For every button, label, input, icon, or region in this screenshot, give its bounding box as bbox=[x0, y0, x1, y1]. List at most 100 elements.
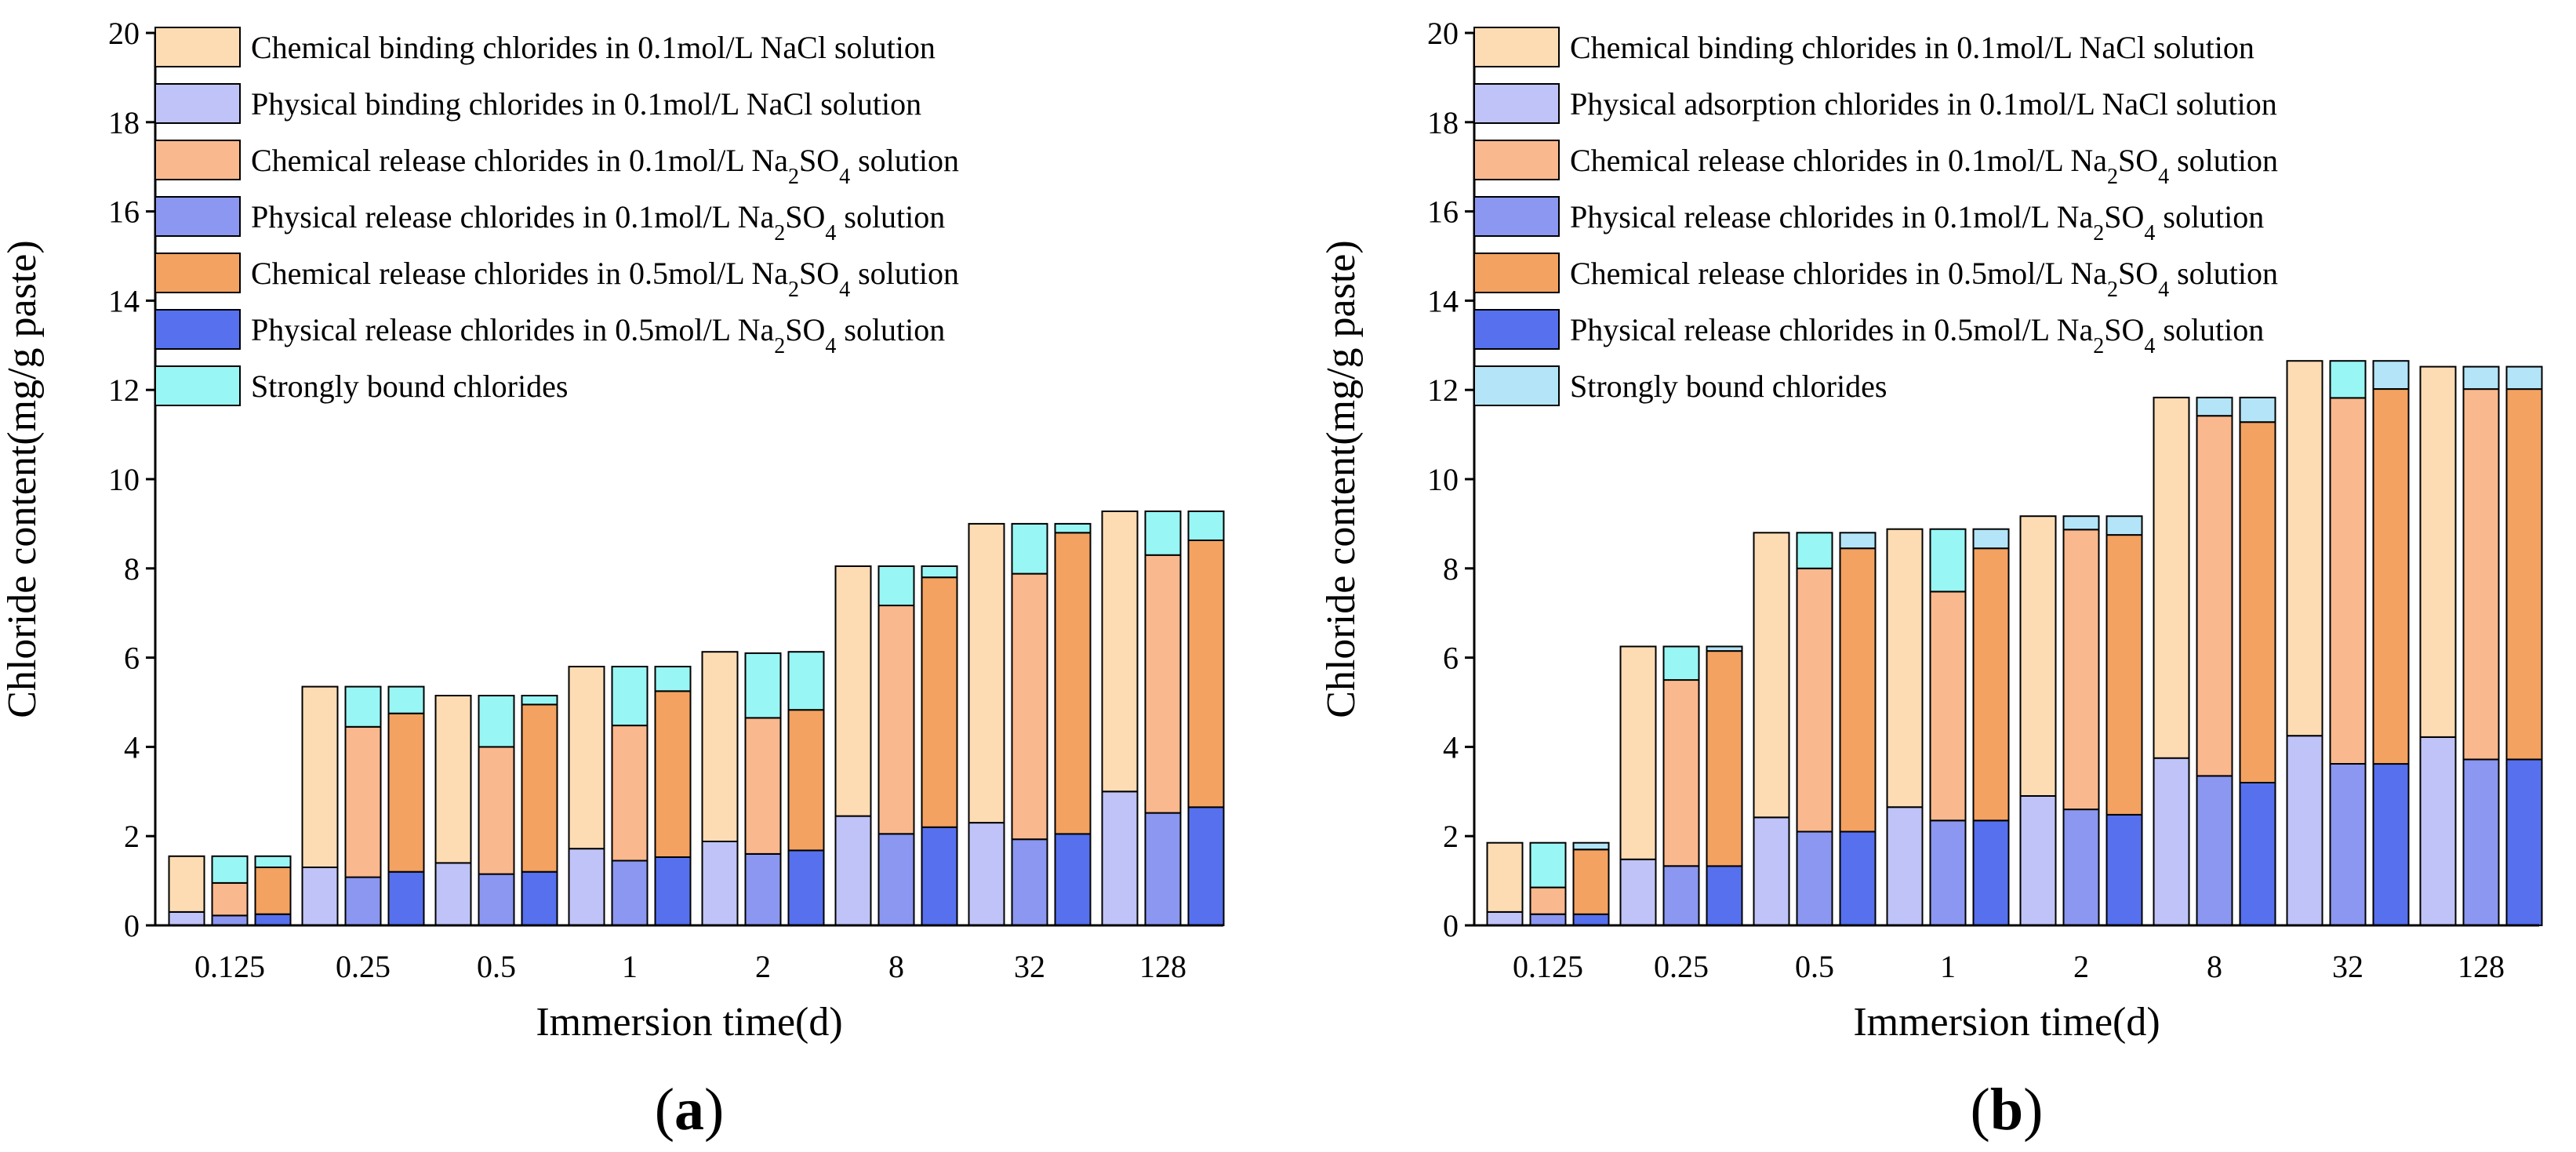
y-tick-label: 16 bbox=[108, 194, 140, 230]
x-tick-label: 0.25 bbox=[336, 949, 391, 984]
x-tick-label: 32 bbox=[2332, 949, 2363, 984]
bar-segment-a-0.125-2-1 bbox=[211, 914, 249, 926]
bar-segment-a-2-3-1 bbox=[787, 849, 825, 927]
bar-segment-b-2-1-2 bbox=[2019, 515, 2057, 797]
legend-label: Physical adsorption chlorides in 0.1mol/… bbox=[1570, 86, 2277, 122]
y-tick-label: 4 bbox=[1443, 729, 1459, 765]
bar-segment-b-8-2-2 bbox=[2196, 415, 2233, 777]
y-tick-label: 0 bbox=[1443, 908, 1459, 943]
bar-segment-a-0.25-2-3 bbox=[344, 685, 382, 728]
bar-segment-b-0.25-3-1 bbox=[1706, 865, 1743, 927]
y-tick-label: 16 bbox=[1427, 194, 1459, 230]
x-tick-label: 0.5 bbox=[1795, 949, 1834, 984]
bar-segment-a-0.25-3-3 bbox=[387, 685, 425, 714]
bar-segment-b-0.125-1-1 bbox=[1486, 910, 1524, 927]
legend-swatch bbox=[154, 27, 241, 67]
bar-segment-a-0.25-2-1 bbox=[344, 876, 382, 926]
y-axis-title: Chloride content(mg/g paste) bbox=[0, 240, 45, 718]
bar-segment-b-0.5-1-1 bbox=[1753, 816, 1790, 927]
y-tick-label: 12 bbox=[108, 372, 140, 408]
bar-segment-b-128-3-2 bbox=[2505, 388, 2543, 761]
bar-segment-b-1-3-1 bbox=[1972, 819, 2010, 927]
x-tick-label: 0.25 bbox=[1654, 949, 1709, 984]
bar-segment-a-128-2-3 bbox=[1144, 511, 1182, 556]
x-tick-label: 0.125 bbox=[1513, 949, 1583, 984]
bar-segment-a-0.25-1-2 bbox=[301, 685, 339, 868]
bar-segment-b-0.25-1-1 bbox=[1619, 858, 1657, 927]
x-tick-label: 0.5 bbox=[477, 949, 516, 984]
x-tick-label: 8 bbox=[2207, 949, 2222, 984]
bar-segment-a-1-3-1 bbox=[654, 856, 692, 927]
bar-segment-a-2-2-2 bbox=[744, 717, 782, 855]
bar-segment-b-32-1-1 bbox=[2286, 735, 2323, 927]
bar-segment-a-8-3-3 bbox=[921, 565, 958, 579]
bar-segment-b-1-1-2 bbox=[1886, 528, 1924, 809]
bar-segment-b-8-3-1 bbox=[2239, 781, 2276, 927]
bar-segment-b-32-3-2 bbox=[2372, 388, 2410, 765]
bar-segment-b-1-1-1 bbox=[1886, 806, 1924, 926]
bar-segment-b-0.25-3-3 bbox=[1706, 645, 1743, 652]
y-tick-label: 12 bbox=[1427, 372, 1459, 408]
legend-swatch bbox=[154, 196, 241, 237]
bar-segment-b-128-2-2 bbox=[2462, 388, 2500, 761]
bar-segment-a-128-2-1 bbox=[1144, 812, 1182, 926]
bar-segment-a-0.5-3-2 bbox=[521, 703, 558, 873]
legend-swatch bbox=[1473, 253, 1560, 293]
bar-segment-b-32-2-1 bbox=[2329, 763, 2367, 926]
y-tick-label: 4 bbox=[124, 729, 140, 765]
legend-label: Physical release chlorides in 0.5mol/L N… bbox=[251, 312, 945, 358]
bar-segment-b-2-3-1 bbox=[2105, 813, 2143, 927]
bar-segment-a-0.125-1-1 bbox=[168, 910, 205, 927]
legend-label: Physical release chlorides in 0.5mol/L N… bbox=[1570, 312, 2264, 358]
y-tick-label: 14 bbox=[1427, 283, 1459, 318]
legend-label: Chemical binding chlorides in 0.1mol/L N… bbox=[251, 30, 936, 65]
bar-segment-b-0.125-2-2 bbox=[1529, 886, 1567, 915]
bar-segment-b-2-3-3 bbox=[2105, 515, 2143, 536]
legend-swatch bbox=[1473, 27, 1560, 67]
x-tick-label: 1 bbox=[1940, 949, 1956, 984]
x-tick-label: 128 bbox=[1139, 949, 1186, 984]
bar-segment-b-1-3-2 bbox=[1972, 547, 2010, 822]
bar-segment-b-128-1-1 bbox=[2419, 736, 2457, 927]
bar-segment-b-32-2-3 bbox=[2329, 360, 2367, 399]
bar-segment-a-32-1-2 bbox=[968, 522, 1005, 824]
bar-segment-a-32-1-1 bbox=[968, 822, 1005, 926]
legend-swatch bbox=[1473, 140, 1560, 180]
x-tick-label: 32 bbox=[1014, 949, 1045, 984]
x-axis-title: Immersion time(d) bbox=[536, 1000, 842, 1045]
bar-segment-a-8-2-1 bbox=[877, 833, 915, 927]
y-tick-label: 14 bbox=[108, 283, 140, 318]
bar-segment-a-0.5-1-2 bbox=[434, 695, 472, 864]
legend-label: Chemical release chlorides in 0.1mol/L N… bbox=[1570, 143, 2278, 189]
bar-segment-a-2-3-2 bbox=[787, 709, 825, 852]
legend-label: Chemical binding chlorides in 0.1mol/L N… bbox=[1570, 30, 2254, 65]
bar-segment-a-0.125-3-3 bbox=[254, 855, 292, 869]
legend-swatch bbox=[1473, 196, 1560, 237]
y-tick-label: 10 bbox=[108, 462, 140, 497]
y-tick-label: 2 bbox=[1443, 819, 1459, 854]
x-axis-title: Immersion time(d) bbox=[1853, 1000, 2160, 1045]
bar-segment-a-0.125-3-1 bbox=[254, 913, 292, 927]
bar-segment-a-1-3-3 bbox=[654, 666, 692, 692]
legend-swatch bbox=[1473, 309, 1560, 350]
x-tick-label: 2 bbox=[2073, 949, 2089, 984]
bar-segment-a-32-2-1 bbox=[1011, 838, 1048, 926]
y-tick-label: 8 bbox=[1443, 551, 1459, 587]
bar-segment-b-32-3-3 bbox=[2372, 360, 2410, 391]
y-tick-label: 20 bbox=[108, 16, 140, 51]
legend-swatch bbox=[154, 140, 241, 180]
bar-segment-a-128-1-1 bbox=[1101, 790, 1139, 926]
bar-segment-b-0.25-2-1 bbox=[1662, 865, 1700, 927]
bar-segment-a-0.5-2-2 bbox=[478, 746, 515, 875]
bar-segment-a-1-1-1 bbox=[568, 848, 605, 926]
bar-segment-b-0.5-2-1 bbox=[1796, 830, 1833, 926]
bar-segment-a-2-2-3 bbox=[744, 652, 782, 719]
legend-label: Physical release chlorides in 0.1mol/L N… bbox=[1570, 199, 2264, 245]
panel-label: (b) bbox=[1971, 1077, 2044, 1143]
bar-segment-a-32-3-2 bbox=[1054, 532, 1092, 835]
bar-segment-b-8-3-3 bbox=[2239, 396, 2276, 423]
bar-segment-a-32-2-3 bbox=[1011, 522, 1048, 575]
legend-label: Strongly bound chlorides bbox=[1570, 369, 1887, 404]
